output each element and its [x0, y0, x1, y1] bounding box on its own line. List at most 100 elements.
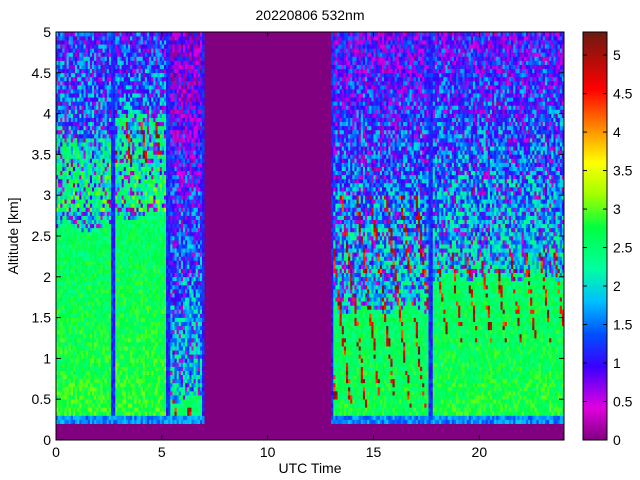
heatmap-cell — [134, 338, 137, 343]
heatmap-cell — [62, 76, 65, 82]
heatmap-cell — [111, 64, 114, 70]
heatmap-cell — [72, 60, 76, 65]
heatmap-cell — [121, 391, 125, 396]
heatmap-cell — [123, 199, 127, 204]
heatmap-cell — [153, 346, 156, 351]
heatmap-cell — [98, 227, 101, 233]
heatmap-cell — [106, 325, 110, 331]
heatmap-cell — [77, 333, 80, 339]
heatmap-cell — [75, 231, 78, 237]
heatmap-cell — [138, 215, 141, 220]
heatmap-cell — [115, 362, 118, 367]
heatmap-cell — [104, 346, 108, 351]
heatmap-cell — [155, 366, 158, 371]
heatmap-cell — [147, 138, 150, 143]
heatmap-cell — [79, 415, 82, 420]
heatmap-cell — [89, 354, 93, 359]
heatmap-cell — [163, 138, 167, 143]
heatmap-cell — [102, 215, 105, 220]
heatmap-cell — [153, 280, 156, 286]
heatmap-cell — [161, 395, 165, 400]
heatmap-cell — [83, 333, 86, 339]
heatmap-cell — [70, 244, 74, 249]
heatmap-cell — [60, 125, 63, 131]
heatmap-cell — [68, 395, 72, 400]
heatmap-cell — [161, 284, 165, 290]
heatmap-cell — [136, 211, 139, 216]
heatmap-cell — [56, 260, 59, 265]
heatmap-cell — [87, 370, 91, 376]
heatmap-cell — [136, 370, 139, 376]
heatmap-cell — [91, 207, 95, 212]
heatmap-cell — [147, 150, 150, 155]
heatmap-cell — [113, 342, 116, 347]
heatmap-cell — [91, 268, 95, 274]
heatmap-cell — [104, 211, 108, 216]
heatmap-cell — [87, 354, 91, 359]
heatmap-cell — [111, 97, 114, 102]
heatmap-cell — [163, 333, 167, 339]
heatmap-cell — [121, 158, 125, 163]
heatmap-cell — [151, 325, 154, 331]
heatmap-cell — [136, 256, 139, 261]
heatmap-cell — [130, 382, 133, 388]
heatmap-cell — [163, 142, 167, 147]
heatmap-cell — [125, 411, 129, 416]
heatmap-cell — [134, 231, 137, 237]
heatmap-cell — [72, 399, 76, 404]
heatmap-cell — [58, 134, 61, 139]
heatmap-cell — [98, 125, 101, 131]
heatmap-cell — [119, 289, 122, 294]
heatmap-cell — [138, 386, 141, 392]
heatmap-cell — [121, 358, 125, 363]
heatmap-cell — [56, 203, 59, 208]
heatmap-cell — [153, 158, 156, 163]
heatmap-cell — [117, 64, 120, 70]
heatmap-cell — [68, 68, 72, 74]
heatmap-cell — [144, 142, 148, 147]
heatmap-cell — [125, 386, 129, 392]
heatmap-cell — [130, 386, 133, 392]
heatmap-cell — [77, 207, 80, 212]
heatmap-cell — [77, 317, 80, 322]
heatmap-cell — [72, 125, 76, 131]
heatmap-cell — [138, 113, 141, 118]
heatmap-cell — [121, 395, 125, 400]
heatmap-cell — [142, 231, 146, 237]
heatmap-cell — [60, 378, 63, 384]
heatmap-cell — [115, 125, 118, 131]
heatmap-cell — [96, 399, 99, 404]
heatmap-cell — [163, 248, 167, 253]
heatmap-cell — [98, 419, 101, 424]
heatmap-cell — [60, 203, 63, 208]
heatmap-cell — [106, 60, 110, 65]
heatmap-cell — [138, 256, 141, 261]
heatmap-cell — [125, 150, 129, 155]
heatmap-cell — [147, 80, 150, 86]
heatmap-cell — [115, 158, 118, 163]
heatmap-cell — [144, 52, 148, 57]
heatmap-cell — [81, 89, 84, 94]
heatmap-cell — [91, 101, 95, 106]
heatmap-cell — [64, 174, 67, 180]
heatmap-cell — [68, 150, 72, 155]
heatmap-cell — [98, 182, 101, 188]
heatmap-cell — [108, 370, 112, 376]
heatmap-cell — [75, 105, 78, 110]
heatmap-cell — [111, 382, 114, 388]
heatmap-cell — [104, 333, 108, 339]
heatmap-cell — [163, 72, 167, 78]
heatmap-cell — [87, 297, 91, 302]
heatmap-cell — [62, 138, 65, 143]
heatmap-cell — [62, 293, 65, 298]
heatmap-cell — [87, 85, 91, 90]
heatmap-cell — [79, 280, 82, 286]
heatmap-cell — [132, 289, 135, 294]
heatmap-cell — [153, 68, 156, 74]
heatmap-cell — [147, 362, 150, 367]
heatmap-cell — [96, 248, 99, 253]
heatmap-cell — [94, 97, 97, 102]
heatmap-cell — [64, 191, 67, 196]
heatmap-cell — [130, 121, 133, 127]
heatmap-cell — [62, 80, 65, 86]
